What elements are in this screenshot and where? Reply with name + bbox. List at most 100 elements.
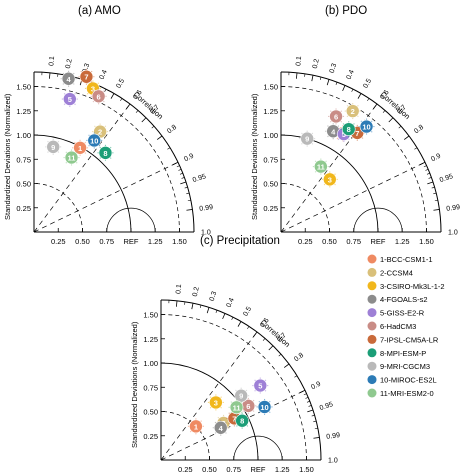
corr-tick-mark: [156, 135, 163, 140]
corr-minor-tick: [179, 172, 183, 175]
model-marker: 6: [90, 88, 107, 105]
corr-minor-tick: [120, 98, 123, 102]
sd-dashed-arc: [281, 183, 330, 232]
legend-swatch: [367, 281, 377, 291]
corr-minor-tick: [167, 147, 171, 150]
y-tick-label: 0.50: [143, 408, 158, 417]
model-id-label: 6: [97, 92, 101, 101]
corr-tick-label: 0.95: [439, 173, 454, 184]
corr-minor-tick: [151, 125, 155, 129]
legend-label: 8-MPI-ESM-P: [380, 349, 426, 358]
legend-swatch: [367, 308, 377, 318]
corr-tick-label: 0.4: [346, 69, 356, 81]
legend-label: 7-IPSL-CM5A-LR: [380, 335, 439, 344]
x-tick-label: REF: [123, 237, 138, 246]
corr-minor-tick: [305, 397, 309, 399]
corr-tick-label: 0.7: [396, 104, 408, 116]
corr-minor-tick: [278, 353, 282, 357]
sd-dashed-arc: [34, 86, 180, 232]
corr-tick-mark: [141, 117, 147, 123]
x-tick-label: 1.50: [419, 237, 434, 246]
corr-minor-tick: [247, 326, 250, 330]
legend-swatch: [367, 267, 377, 277]
model-dot: [257, 400, 272, 414]
model-id-label: 11: [68, 154, 76, 163]
model-id-label: 3: [91, 84, 95, 93]
corr-tick-label: 0.4: [99, 69, 109, 81]
corr-tick-mark: [313, 437, 320, 439]
y-tick-label: 0.75: [263, 155, 278, 164]
corr-tick-mark: [222, 313, 226, 320]
corr-minor-tick: [199, 305, 202, 309]
model-marker: 3: [207, 394, 224, 411]
model-marker: 4: [212, 419, 229, 436]
x-tick-label: 0.75: [346, 237, 361, 246]
model-marker: 8: [97, 144, 114, 161]
model-marker: 10: [358, 118, 375, 135]
corr-minor-tick: [319, 77, 322, 81]
corr-minor-tick: [431, 186, 435, 189]
panel-title: (c) Precipitation: [200, 235, 280, 247]
y-tick-label: 0.25: [16, 204, 31, 213]
model-marker: 9: [45, 138, 62, 155]
corr-minor-tick: [335, 82, 338, 86]
corr-tick-label: 0.6: [379, 89, 391, 101]
corr-minor-tick: [398, 125, 402, 129]
model-id-label: 10: [90, 136, 98, 145]
corr-tick-label: 0.9: [430, 153, 442, 164]
sd-dashed-arc: [161, 411, 210, 460]
panel-pdo: (b) PDO 0.25 0.50 0.75 REF 1.25 1.50 1.50 1.25 1.…: [250, 5, 461, 246]
corr-tick-label: 0.99: [326, 432, 341, 441]
corr-tick-mark: [296, 72, 298, 79]
model-dot: [213, 420, 228, 435]
model-id-label: 10: [362, 123, 370, 132]
model-marker: 9: [299, 130, 316, 147]
corr-minor-tick: [187, 199, 191, 202]
corr-tick-label: 0.2: [192, 286, 201, 297]
legend-swatch: [367, 348, 377, 358]
model-dot: [98, 146, 113, 160]
corr-dashed-line: [34, 103, 131, 232]
corr-minor-tick: [434, 199, 438, 202]
model-id-label: 10: [260, 403, 268, 412]
x-tick-label: 0.75: [99, 237, 114, 246]
corr-tick-label: 0.5: [115, 78, 126, 90]
panel-title: (b) PDO: [325, 5, 367, 17]
model-id-label: 9: [305, 135, 309, 144]
model-dot: [91, 89, 106, 104]
y-tick-label: 0.75: [143, 383, 158, 392]
corr-minor-tick: [303, 393, 307, 396]
plot-area: [161, 314, 307, 460]
corr-tick-mark: [191, 303, 194, 310]
y-tick-label: 1.25: [16, 107, 31, 116]
corr-minor-tick: [308, 405, 312, 407]
legend-label: 10-MIROC-ES2L: [380, 376, 437, 385]
corr-minor-tick: [184, 186, 188, 189]
corr-minor-tick: [414, 147, 418, 150]
legend-swatch: [367, 294, 377, 304]
corr-tick-mark: [299, 389, 306, 394]
corr-minor-tick: [104, 88, 107, 92]
correlation-label: Correlation: [379, 90, 412, 121]
model-id-label: 3: [328, 175, 332, 184]
corr-tick-mark: [186, 209, 193, 211]
x-tick-label: 0.50: [75, 237, 90, 246]
model-id-label: 6: [334, 112, 338, 121]
model-marker: 11: [312, 158, 329, 175]
corr-tick-mark: [427, 181, 434, 185]
model-dot: [329, 109, 343, 124]
corr-tick-label: 0.1: [175, 284, 183, 294]
corr-tick-label: 0.5: [242, 306, 253, 318]
model-id-label: 11: [233, 403, 241, 412]
model-marker: 8: [234, 412, 251, 429]
model-id-label: 5: [258, 382, 262, 391]
corr-tick-label: 1.0: [448, 230, 458, 237]
corr-tick-label: 0.2: [65, 58, 74, 69]
model-marker: 1: [72, 139, 89, 156]
legend-swatch: [367, 254, 377, 264]
model-legend: 1-BCC-CSM1-1 2-CCSM4 3-CSIRO-Mk3L-1-2 4-FGO…: [367, 254, 445, 398]
corr-tick-label: 0.4: [226, 297, 236, 309]
x-tick-label: 0.25: [178, 465, 193, 474]
legend-label: 9-MRI-CGCM3: [380, 362, 430, 371]
